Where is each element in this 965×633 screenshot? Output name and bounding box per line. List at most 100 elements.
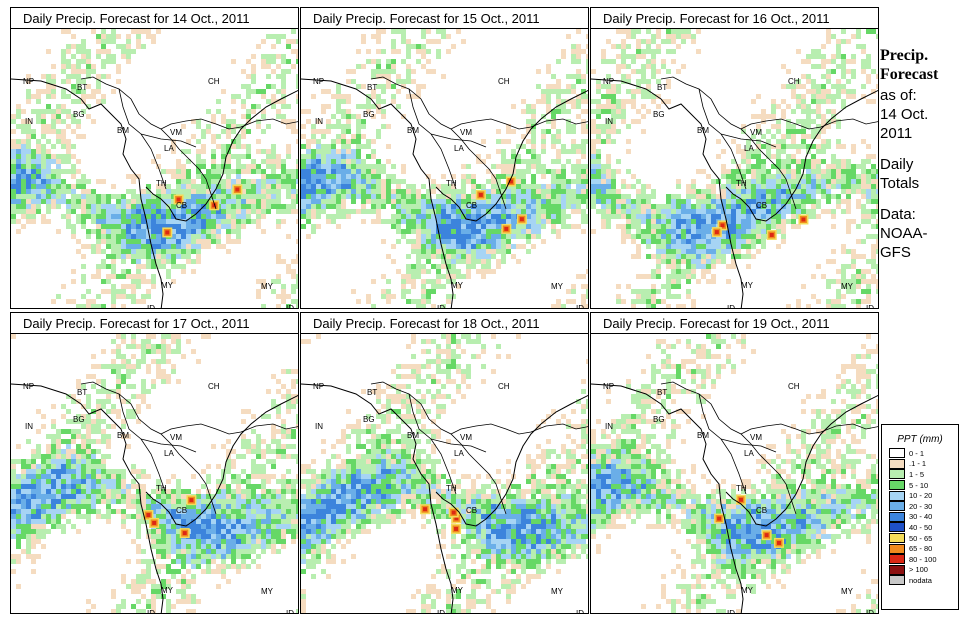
legend-swatch	[889, 564, 905, 575]
map-graphic: NP BT BG IN CH BM VM LA TH CB MY ID MY ID	[11, 29, 298, 309]
country-label-th: TH	[446, 179, 457, 188]
sidebar-heading-1: Precip.	[880, 47, 929, 64]
country-label-bt: BT	[77, 388, 87, 397]
legend-label: nodata	[909, 575, 932, 585]
country-label-vm: VM	[460, 433, 472, 442]
country-label-bg: BG	[73, 415, 85, 424]
map-graphic: NP BT BG IN CH BM VM LA TH CB MY ID MY ID	[591, 29, 878, 309]
legend-item: 65 - 80	[882, 543, 958, 554]
legend-item: > 100	[882, 564, 958, 576]
country-label-la: LA	[454, 449, 464, 458]
country-label-in: IN	[605, 422, 613, 431]
country-label-vm: VM	[170, 433, 182, 442]
country-label-cb: CB	[756, 506, 767, 515]
country-label-my: MY	[551, 587, 564, 596]
country-label-my: MY	[451, 586, 464, 595]
legend-label: .1 - 1	[909, 459, 927, 469]
legend-item: 1 - 5	[882, 469, 958, 480]
legend-item: nodata	[882, 575, 958, 586]
legend-swatch	[889, 511, 905, 522]
legend-swatch	[889, 490, 905, 501]
country-label-my: MY	[741, 586, 754, 595]
legend-item: 20 - 30	[882, 501, 958, 512]
legend-item: 30 - 40	[882, 511, 958, 523]
country-label-cb: CB	[176, 506, 187, 515]
legend-swatch	[889, 469, 905, 480]
country-label-np: NP	[313, 77, 324, 86]
legend-label: > 100	[909, 565, 928, 575]
legend-swatch	[889, 522, 905, 533]
country-label-th: TH	[156, 484, 167, 493]
country-label-np: NP	[313, 382, 324, 391]
country-label-bm: BM	[697, 431, 709, 440]
country-label-my: MY	[551, 282, 564, 291]
legend-title: PPT (mm)	[897, 434, 943, 445]
country-label-bg: BG	[653, 415, 665, 424]
panel-title: Daily Precip. Forecast for 19 Oct., 2011	[590, 312, 879, 334]
panel-title: Daily Precip. Forecast for 14 Oct., 2011	[10, 7, 299, 29]
legend-label: 50 - 65	[909, 533, 933, 543]
country-label-ch: CH	[498, 382, 510, 391]
country-label-ch: CH	[208, 77, 220, 86]
legend-swatch	[889, 448, 905, 459]
country-label-bt: BT	[657, 388, 667, 397]
country-label-id: ID	[437, 304, 445, 309]
legend-swatch	[889, 458, 905, 469]
country-label-id: ID	[866, 609, 874, 614]
country-label-my: MY	[261, 282, 274, 291]
country-label-bg: BG	[73, 110, 85, 119]
country-label-ch: CH	[208, 382, 220, 391]
legend-swatch	[889, 543, 905, 554]
country-label-my: MY	[161, 281, 174, 290]
legend-label: 30 - 40	[909, 512, 933, 522]
country-label-th: TH	[736, 179, 747, 188]
legend-swatch	[889, 575, 905, 586]
country-label-in: IN	[315, 422, 323, 431]
legend-swatch	[889, 480, 905, 491]
country-label-bm: BM	[117, 126, 129, 135]
country-label-cb: CB	[176, 201, 187, 210]
country-label-cb: CB	[466, 201, 477, 210]
country-label-id: ID	[437, 609, 445, 614]
country-label-id: ID	[576, 609, 584, 614]
country-label-ch: CH	[498, 77, 510, 86]
legend-label: 0 - 1	[909, 448, 925, 458]
totals-line-1: Daily	[880, 156, 914, 173]
country-label-vm: VM	[460, 128, 472, 137]
legend-item: 5 - 10	[882, 480, 958, 491]
country-label-np: NP	[603, 77, 614, 86]
legend-label: 5 - 10	[909, 480, 929, 490]
country-label-bm: BM	[407, 431, 419, 440]
country-label-id: ID	[147, 304, 155, 309]
panel-title: Daily Precip. Forecast for 18 Oct., 2011	[300, 312, 589, 334]
precip-map: NP BT BG IN CH BM VM LA TH CB MY ID MY ID	[300, 28, 589, 309]
legend-label: 10 - 20	[909, 491, 933, 501]
as-of-date-2: 2011	[880, 125, 913, 142]
country-label-id: ID	[147, 609, 155, 614]
country-label-bt: BT	[367, 83, 377, 92]
legend-item: .1 - 1	[882, 458, 958, 470]
country-label-th: TH	[446, 484, 457, 493]
country-label-th: TH	[156, 179, 167, 188]
country-label-la: LA	[744, 449, 754, 458]
legend-item: 0 - 1	[882, 448, 958, 459]
legend-item: 40 - 50	[882, 522, 958, 533]
panel-title: Daily Precip. Forecast for 15 Oct., 2011	[300, 7, 589, 29]
map-graphic: NP BT BG IN CH BM VM LA TH CB MY ID MY ID	[591, 334, 878, 614]
data-line-3: GFS	[880, 244, 911, 261]
country-label-my: MY	[451, 281, 464, 290]
country-label-id: ID	[866, 304, 874, 309]
country-label-vm: VM	[750, 128, 762, 137]
country-label-id: ID	[286, 609, 294, 614]
country-label-my: MY	[841, 282, 854, 291]
country-label-bm: BM	[117, 431, 129, 440]
legend-swatch	[889, 501, 905, 512]
country-label-la: LA	[454, 144, 464, 153]
legend-label: 20 - 30	[909, 501, 933, 511]
legend-item: 80 - 100	[882, 554, 958, 565]
country-label-bt: BT	[657, 83, 667, 92]
country-label-in: IN	[605, 117, 613, 126]
country-label-vm: VM	[170, 128, 182, 137]
